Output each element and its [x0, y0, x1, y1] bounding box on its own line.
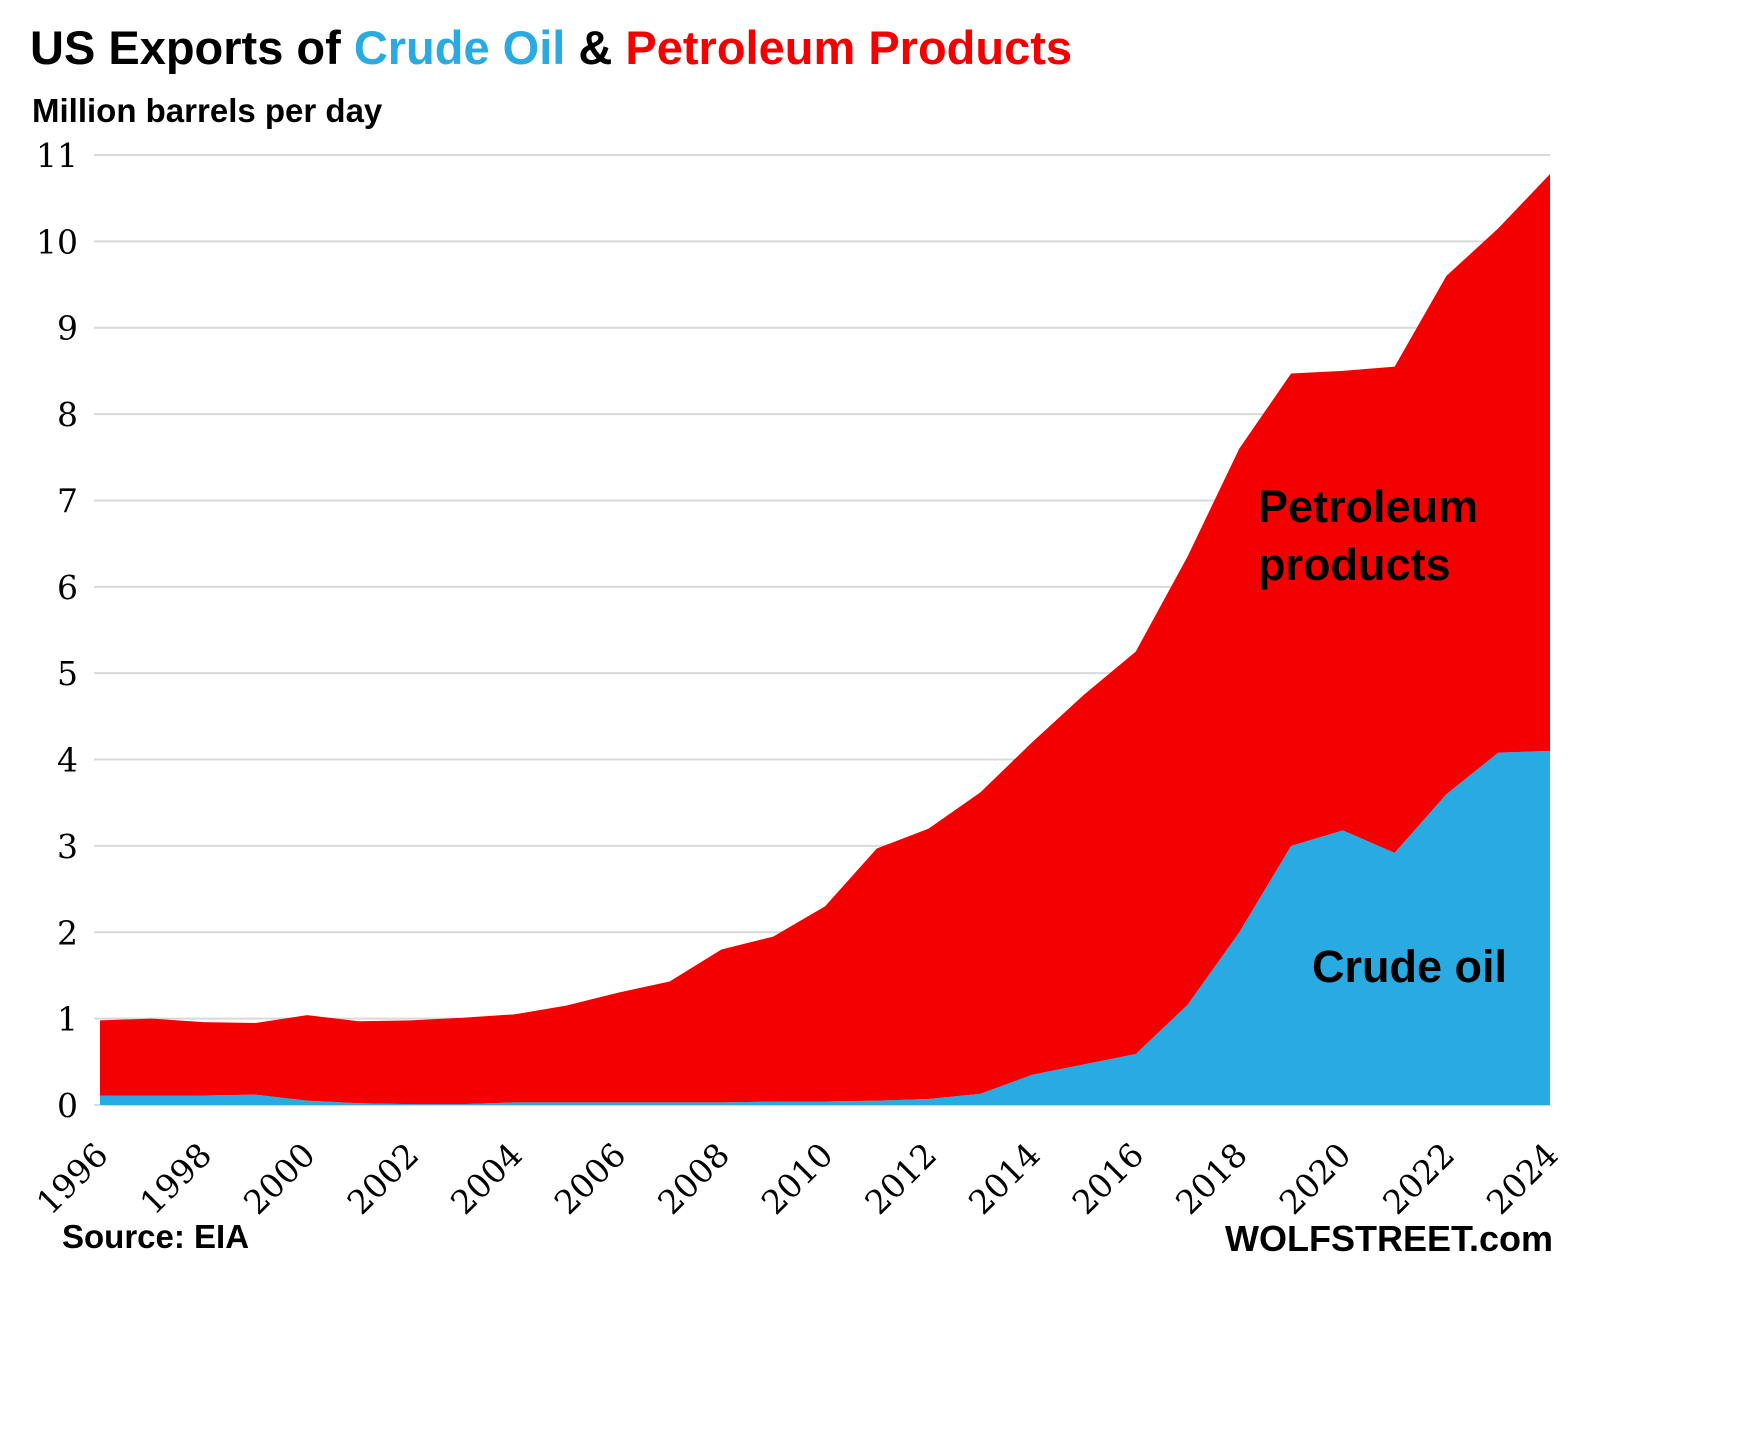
- y-tick-label-9: 9: [57, 309, 78, 348]
- x-tick-label-2016: 2016: [1064, 1135, 1151, 1222]
- x-tick-label-1998: 1998: [132, 1135, 219, 1222]
- title-text-crude: Crude Oil: [353, 21, 566, 74]
- x-tick-label-2018: 2018: [1168, 1135, 1255, 1222]
- x-tick-label-2008: 2008: [650, 1135, 737, 1222]
- y-tick-label-2: 2: [57, 913, 78, 952]
- petroleum-products-area-label: Petroleum products: [1258, 481, 1479, 590]
- y-tick-label-10: 10: [36, 222, 78, 261]
- y-tick-label-8: 8: [57, 395, 78, 434]
- y-tick-label-7: 7: [57, 481, 78, 520]
- x-tick-label-2002: 2002: [339, 1135, 426, 1222]
- y-axis-unit-label: Million barrels per day: [32, 92, 383, 129]
- x-tick-label-2014: 2014: [961, 1135, 1048, 1222]
- x-tick-label-2022: 2022: [1375, 1135, 1462, 1222]
- y-tick-label-11: 11: [36, 136, 78, 175]
- x-tick-label-1996: 1996: [29, 1135, 116, 1222]
- watermark: WOLFSTREET.com: [1224, 1218, 1553, 1259]
- y-tick-label-1: 1: [57, 1000, 78, 1039]
- petroleum-products-area: [100, 174, 1550, 1105]
- x-tick-label-2024: 2024: [1479, 1135, 1566, 1222]
- title-text-black-1: US Exports of: [30, 21, 354, 74]
- y-tick-label-6: 6: [57, 568, 78, 607]
- x-tick-label-2006: 2006: [547, 1135, 634, 1222]
- y-tick-label-5: 5: [57, 654, 78, 693]
- y-tick-label-4: 4: [57, 741, 78, 780]
- source-label: Source: EIA: [62, 1218, 250, 1255]
- x-tick-label-2012: 2012: [857, 1135, 944, 1222]
- crude-oil-area-label: Crude oil: [1312, 941, 1508, 992]
- title-text-products: Petroleum Products: [625, 21, 1073, 74]
- crude-oil-area: [100, 750, 1550, 1105]
- title-text-amp: &: [565, 21, 626, 74]
- x-tick-label-2000: 2000: [236, 1135, 323, 1222]
- x-tick-label-2004: 2004: [443, 1135, 530, 1222]
- x-tick-label-2010: 2010: [754, 1135, 841, 1222]
- y-tick-label-3: 3: [57, 827, 78, 866]
- chart-title: US Exports of Crude Oil & Petroleum Prod…: [30, 20, 1072, 75]
- y-tick-label-0: 0: [57, 1086, 78, 1125]
- x-tick-label-2020: 2020: [1272, 1135, 1359, 1222]
